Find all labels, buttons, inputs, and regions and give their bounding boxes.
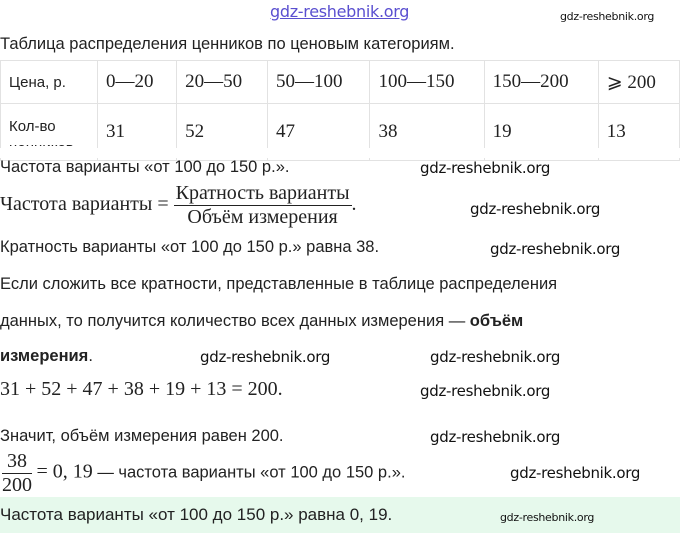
watermark: gdz-reshebnik.org: [430, 428, 561, 446]
watermark-link[interactable]: gdz-reshebnik.org: [270, 2, 410, 21]
text-line: Частота варианты «от 100 до 150 р.».: [0, 158, 290, 176]
sum-equation: 31 + 52 + 47 + 38 + 19 + 13 = 200.: [0, 378, 283, 400]
watermark: gdz-reshebnik.org: [430, 348, 561, 366]
table-cell: 20—50: [176, 60, 268, 104]
text-line: Кратность варианты «от 100 до 150 р.» ра…: [0, 238, 380, 256]
table-cell: Цена, р.: [0, 60, 98, 104]
watermark: gdz-reshebnik.org: [510, 464, 641, 482]
table-caption: Таблица распределения ценников по ценовы…: [0, 35, 455, 53]
watermark: gdz-reshebnik.org: [200, 348, 331, 366]
table-row: Кол-во ценников 31 52 47 38 19 13: [0, 103, 680, 161]
table-cell: 150—200: [483, 60, 599, 104]
answer-text: Частота варианты «от 100 до 150 р.» равн…: [0, 505, 393, 524]
text-line: данных, то получится количество всех дан…: [0, 312, 524, 330]
watermark: gdz-reshebnik.org: [500, 511, 595, 524]
table-cell: 100—150: [369, 60, 485, 104]
text-line: Если сложить все кратности, представленн…: [0, 275, 558, 293]
table-cell: 50—100: [266, 60, 371, 104]
answer-box: [0, 497, 680, 533]
text-line: Значит, объём измерения равен 200.: [0, 427, 284, 445]
table-cell: ⩾ 200: [597, 60, 680, 104]
frequency-formula: Частота варианты = Кратность варианты Объ…: [0, 182, 357, 228]
watermark: gdz-reshebnik.org: [420, 382, 551, 400]
text-line: измерения.: [0, 347, 93, 365]
watermark: gdz-reshebnik.org: [560, 10, 655, 23]
table-row: Цена, р. 0—20 20—50 50—100 100—150 150—2…: [0, 60, 680, 104]
table-cell: 0—20: [96, 60, 178, 104]
watermark: gdz-reshebnik.org: [490, 240, 621, 258]
watermark: gdz-reshebnik.org: [420, 159, 551, 177]
frequency-calculation: 38 200 = 0, 19 — частота варианты «от 100…: [2, 450, 406, 496]
watermark: gdz-reshebnik.org: [470, 200, 601, 218]
price-distribution-table: Цена, р. 0—20 20—50 50—100 100—150 150—2…: [0, 60, 680, 161]
